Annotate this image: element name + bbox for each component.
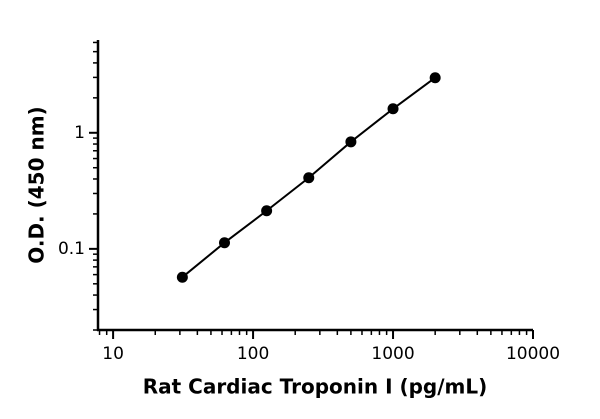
- x-tick-label: 10000: [506, 344, 560, 364]
- data-point: [429, 72, 441, 84]
- y-tick-label: 0.1: [58, 239, 85, 259]
- x-tick-label: 100: [237, 344, 269, 364]
- data-point: [303, 172, 315, 184]
- x-axis-title: Rat Cardiac Troponin I (pg/mL): [143, 375, 488, 399]
- x-tick-label: 10: [102, 344, 124, 364]
- data-point: [218, 237, 230, 249]
- y-tick-label: 1: [74, 123, 85, 143]
- data-point: [176, 271, 188, 283]
- data-point: [261, 205, 273, 217]
- x-tick-label: 1000: [371, 344, 414, 364]
- y-axis-title: O.D. (450 nm): [25, 106, 49, 263]
- data-point: [387, 103, 399, 115]
- data-point: [345, 136, 357, 148]
